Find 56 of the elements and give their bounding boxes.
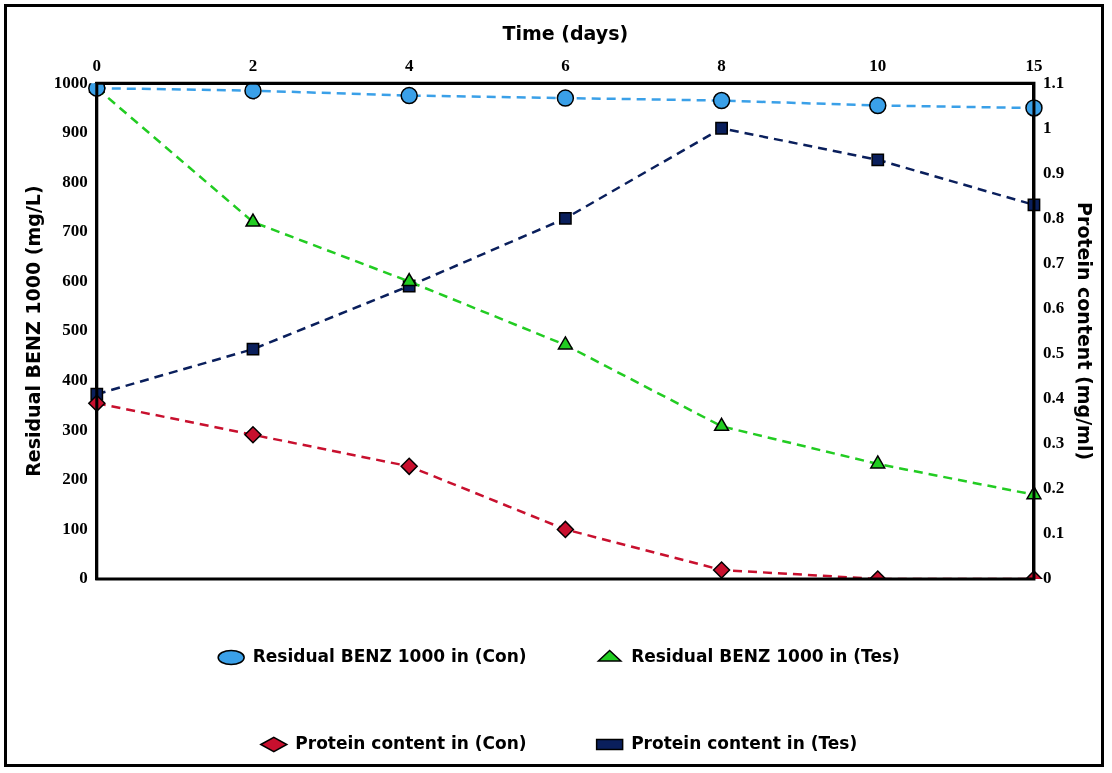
x-tick-label: 2 [248,56,258,76]
x-axis-title: Time (days) [502,22,629,45]
y2-tick-label: 0.8 [1042,207,1065,227]
y-tick-label: 600 [62,270,88,290]
point [715,121,728,135]
y2-tick-label: 0.7 [1042,252,1065,272]
point [712,561,731,579]
y-tick-label: 400 [62,370,88,390]
y2-tick-label: 0.5 [1042,343,1065,363]
y2-tick-label: 0.6 [1042,297,1065,317]
y-axis-title: Residual BENZ 1000 (mg/L) [22,185,45,477]
y2-tick-label: 1 [1042,117,1052,137]
point [556,520,575,539]
point [712,91,731,110]
y2-tick-label: 0.2 [1042,478,1065,498]
y2-axis-title: Protein content (mg/ml) [1073,202,1096,461]
x-tick-label: 8 [717,56,726,76]
y2-tick-label: 0 [1042,568,1052,588]
point [246,342,260,356]
x-tick-label: 4 [404,56,414,76]
point [244,83,262,100]
y2-tick-label: 0.9 [1042,162,1065,182]
point [400,457,418,476]
y-tick-label: 900 [62,122,88,142]
legend-label: Protein content in (Con) [295,732,527,753]
point [558,212,572,225]
point [244,426,262,444]
y2-tick-label: 0.3 [1042,433,1065,453]
y-tick-label: 500 [62,320,88,340]
point [556,89,575,107]
y2-tick-label: 0.1 [1042,523,1065,543]
point [870,455,886,469]
point [869,96,887,115]
y-tick-label: 800 [62,171,88,191]
y-tick-label: 200 [62,469,88,489]
legend-label: Residual BENZ 1000 in (Con) [252,645,527,666]
y-tick-label: 700 [62,221,88,241]
x-tick-label: 10 [869,56,887,76]
legend-label: Residual BENZ 1000 in (Tes) [631,645,900,666]
y-tick-label: 0 [79,568,88,588]
y-tick-label: 1000 [53,72,88,92]
y-tick-label: 100 [62,518,88,538]
point [400,86,418,105]
point [245,213,261,227]
point [401,272,417,287]
x-tick-label: 15 [1025,56,1043,76]
legend-label: Protein content in (Tes) [631,732,858,753]
point [871,153,885,167]
y2-tick-label: 1.1 [1042,72,1065,92]
point [557,336,574,350]
point [713,417,730,432]
y2-tick-label: 0.4 [1042,388,1065,408]
x-tick-label: 0 [92,56,102,76]
point [88,83,106,97]
y-tick-label: 300 [62,419,88,439]
x-tick-label: 6 [561,56,570,76]
